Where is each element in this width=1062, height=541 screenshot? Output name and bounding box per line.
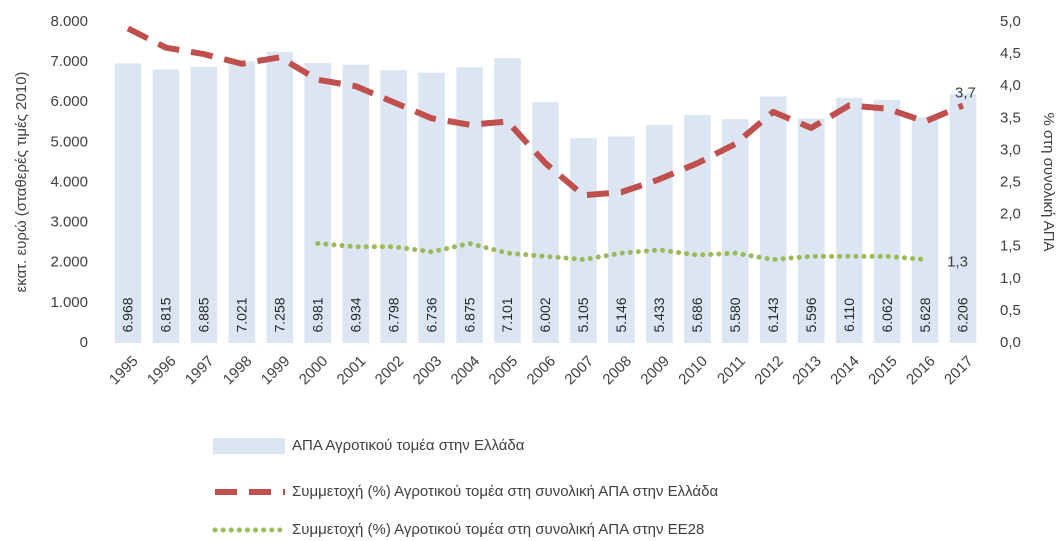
line (126, 25, 965, 199)
y2-tick-label: 3,0 (1000, 141, 1021, 158)
bar-value-label: 7.021 (234, 297, 250, 332)
bar-value-label: 5.686 (689, 297, 705, 332)
bar-value-label: 6.143 (765, 297, 781, 332)
x-tick-label: 2004 (448, 353, 484, 389)
bar (304, 62, 332, 343)
x-tick-label: 1995 (106, 353, 142, 389)
y2-tick-label: 3,5 (1000, 109, 1021, 126)
x-tick-label: 2011 (714, 353, 749, 388)
x-tick-label: 2009 (637, 353, 673, 389)
bar (873, 99, 901, 343)
bar (190, 66, 218, 343)
bar (646, 125, 673, 343)
y2-axis-title: % στη συνολική ΑΠΑ (1040, 112, 1057, 251)
x-tick-label: 1998 (220, 353, 256, 389)
legend-label: ΑΠΑ Αγροτικού τομέα στην Ελλάδα (292, 437, 525, 454)
bar-value-label: 7.101 (499, 297, 515, 332)
bar-value-label: 5.596 (803, 297, 819, 332)
y2-tick-label: 4,0 (1000, 77, 1021, 94)
y2-tick-label: 0,0 (1000, 334, 1021, 351)
x-tick-label: 2015 (865, 353, 901, 389)
y2-tick-label: 5,0 (1000, 13, 1021, 30)
bar-value-label: 6.875 (461, 297, 477, 332)
y-tick-label: 5.000 (50, 133, 88, 150)
y-tick-label: 3.000 (50, 214, 88, 231)
bar (456, 67, 483, 343)
y-tick-label: 7.000 (50, 53, 88, 70)
bar (342, 64, 370, 343)
y2-tick-label: 2,0 (1000, 206, 1021, 223)
bar (228, 61, 256, 343)
bar-value-label: 6.981 (309, 297, 325, 332)
y2-tick-label: 1,0 (1000, 270, 1021, 287)
y-axis-title: εκατ. ευρώ (σταθερές τιμές 2010) (13, 72, 30, 293)
y2-tick-label: 1,5 (1000, 238, 1021, 255)
x-tick-label: 2014 (827, 353, 863, 389)
bar-value-label: 5.628 (917, 297, 933, 332)
x-tick-label: 2016 (903, 353, 939, 389)
bar (266, 51, 294, 343)
bar-value-label: 5.105 (575, 297, 591, 332)
line-value-label: 1,3 (947, 254, 968, 271)
legend-label: Συμμετοχή (%) Αγροτικού τομέα στη συνολι… (292, 483, 718, 500)
x-tick-label: 2008 (599, 353, 635, 389)
x-tick-label: 2012 (751, 353, 787, 389)
x-tick-label: 2010 (675, 353, 711, 389)
y-tick-label: 6.000 (50, 93, 88, 110)
bar (152, 69, 180, 343)
x-tick-label: 2007 (561, 353, 597, 389)
bar (114, 63, 142, 344)
bar (380, 70, 407, 343)
y-tick-label: 2.000 (50, 254, 88, 271)
x-tick-label: 2006 (524, 353, 560, 389)
x-tick-label: 2000 (296, 353, 332, 389)
bar (721, 119, 749, 343)
y-tick-label: 1.000 (50, 294, 88, 311)
bar (911, 117, 939, 343)
bar-value-label: 6.002 (537, 297, 553, 332)
bar (759, 96, 787, 344)
bar-value-label: 6.934 (347, 297, 363, 332)
bar-value-label: 5.580 (727, 297, 743, 332)
bar-value-label: 6.885 (196, 297, 212, 332)
y-tick-label: 0 (80, 334, 88, 351)
bar-value-label: 6.206 (955, 297, 971, 332)
bar-value-label: 6.968 (120, 297, 136, 332)
x-tick-label: 1999 (258, 353, 294, 389)
bar (835, 97, 863, 344)
x-tick-label: 2005 (486, 353, 522, 389)
x-tick-label: 1996 (144, 353, 180, 389)
x-tick-label: 2002 (372, 353, 408, 389)
bar-value-label: 6.815 (158, 297, 174, 332)
bar-value-label: 7.258 (272, 297, 288, 332)
bar (494, 58, 521, 343)
bar (797, 118, 825, 343)
bar (532, 102, 559, 344)
bar-value-label: 6.798 (385, 297, 401, 332)
bar (684, 114, 711, 344)
bar (608, 136, 635, 343)
x-tick-label: 2003 (410, 353, 446, 389)
y2-tick-label: 2,5 (1000, 173, 1021, 190)
y-tick-label: 4.000 (50, 173, 88, 190)
x-tick-label: 2013 (789, 353, 825, 389)
x-tick-label: 2001 (334, 353, 370, 389)
y2-tick-label: 4,5 (1000, 45, 1021, 62)
bar-value-label: 6.110 (841, 298, 857, 332)
bar (570, 138, 597, 343)
legend-label: Συμμετοχή (%) Αγροτικού τομέα στη συνολι… (292, 521, 704, 538)
line-value-label: 3,7 (955, 84, 976, 101)
y2-tick-label: 0,5 (1000, 302, 1021, 319)
bar-value-label: 6.736 (423, 297, 439, 332)
legend-swatch (213, 438, 285, 454)
bar-value-label: 5.146 (613, 297, 629, 332)
bar (949, 93, 977, 343)
y-tick-label: 8.000 (50, 13, 88, 30)
line (315, 240, 928, 263)
bar-value-label: 5.433 (651, 297, 667, 332)
x-tick-label: 2017 (941, 353, 977, 389)
bar-value-label: 6.062 (879, 297, 895, 332)
x-tick-label: 1997 (182, 353, 218, 389)
